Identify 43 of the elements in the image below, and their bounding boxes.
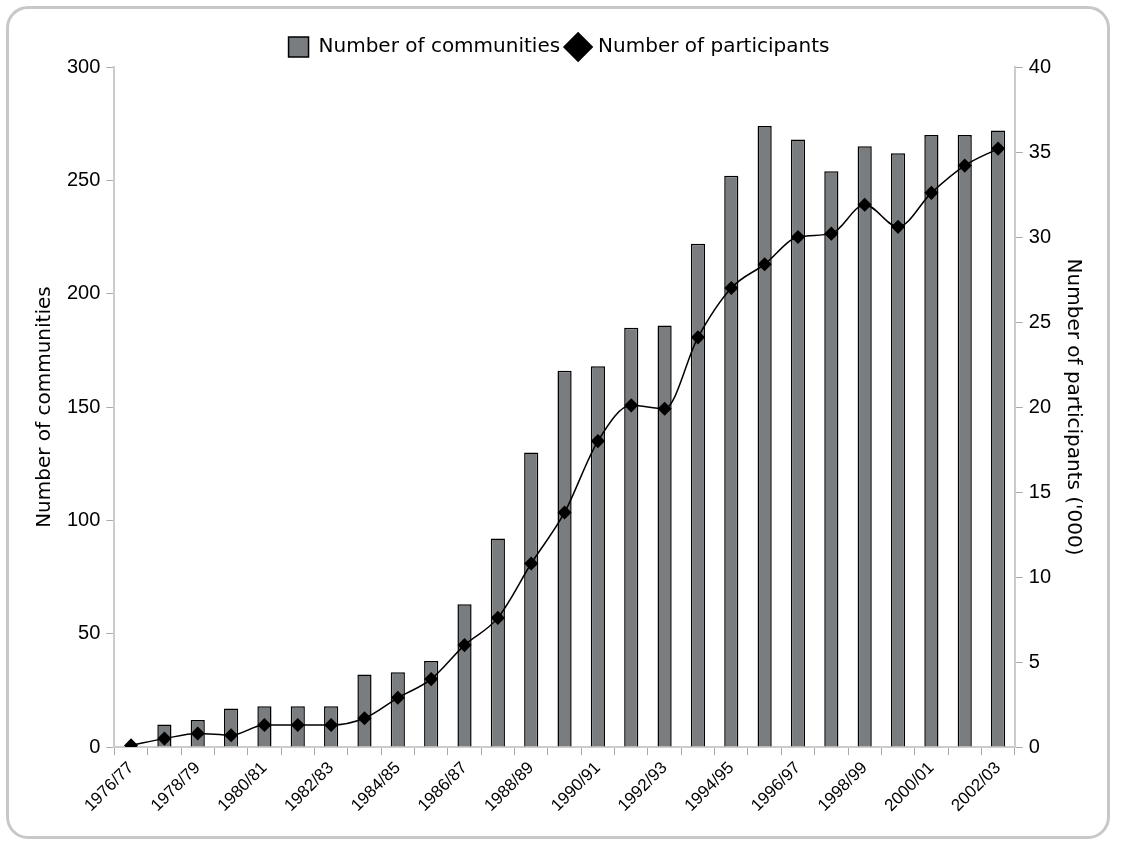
point xyxy=(624,398,639,413)
point xyxy=(924,186,939,200)
y2-tick-label: 5 xyxy=(1028,649,1040,672)
point xyxy=(724,281,739,295)
point xyxy=(224,728,238,742)
y-tick-label: 200 xyxy=(66,281,101,304)
point xyxy=(824,226,839,241)
y-axis-title: Number of communities xyxy=(31,286,56,528)
y-tick-label: 50 xyxy=(78,621,101,644)
y-tick-label: 250 xyxy=(66,167,101,190)
point xyxy=(957,158,972,173)
point xyxy=(424,672,438,686)
y2-tick-label: 25 xyxy=(1028,309,1051,332)
point xyxy=(524,556,538,571)
point xyxy=(491,611,505,625)
point xyxy=(991,141,1005,156)
y2-tick-label: 0 xyxy=(1028,734,1040,757)
point xyxy=(357,711,372,725)
point xyxy=(657,402,672,416)
y-tick-label: 0 xyxy=(89,734,101,757)
point xyxy=(757,257,772,271)
y2-tick-label: 30 xyxy=(1028,224,1051,247)
point xyxy=(557,505,572,520)
y2-tick-label: 35 xyxy=(1028,139,1051,162)
legend-label: Number of communities xyxy=(318,33,561,58)
point xyxy=(591,434,605,448)
point xyxy=(257,718,272,732)
legend-label: Number of participants xyxy=(598,33,830,58)
point xyxy=(857,197,872,212)
y2-tick-label: 15 xyxy=(1028,479,1051,502)
y2-tick-label: 20 xyxy=(1028,394,1051,417)
y-tick-label: 100 xyxy=(66,507,101,530)
point xyxy=(391,691,405,705)
point xyxy=(157,731,172,746)
point xyxy=(791,230,805,244)
y2-tick-label: 40 xyxy=(1028,54,1051,77)
y-tick-label: 300 xyxy=(66,54,101,77)
y-tick-label: 150 xyxy=(66,394,101,417)
y2-axis-title: Number of participants ('000) xyxy=(1062,258,1087,556)
point xyxy=(691,330,705,345)
y2-tick-label: 10 xyxy=(1028,564,1051,587)
point xyxy=(457,638,472,652)
point xyxy=(891,220,905,234)
